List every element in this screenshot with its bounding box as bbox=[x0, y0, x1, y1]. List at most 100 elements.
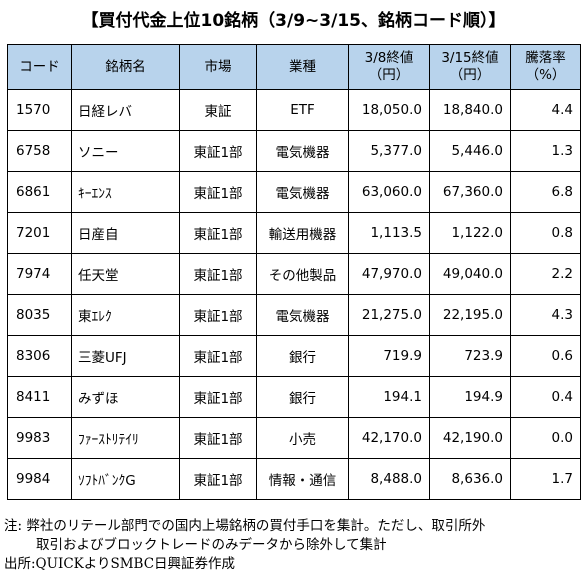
header-change-label: 騰落率 bbox=[525, 50, 566, 66]
cell-market: 東証1部 bbox=[179, 376, 257, 418]
cell-price1: 8,488.0 bbox=[348, 458, 430, 500]
cell-price1: 21,275.0 bbox=[348, 294, 430, 336]
cell-change: 0.6 bbox=[510, 335, 581, 377]
cell-price2: 67,360.0 bbox=[429, 171, 511, 213]
table-row: 8306 三菱UFJ 東証1部 銀行 719.9 723.9 0.6 bbox=[7, 335, 581, 377]
cell-market: 東証1部 bbox=[179, 212, 257, 254]
header-close-0308-unit: （円） bbox=[368, 67, 410, 83]
cell-change: 4.3 bbox=[510, 294, 581, 336]
cell-price2: 22,195.0 bbox=[429, 294, 511, 336]
cell-price1: 719.9 bbox=[348, 335, 430, 377]
cell-name: 日産自 bbox=[71, 212, 180, 254]
cell-price1: 63,060.0 bbox=[348, 171, 430, 213]
cell-change: 4.4 bbox=[510, 89, 581, 131]
source-line: 出所:QUICKよりSMBC日興証券作成 bbox=[4, 556, 236, 572]
cell-sector: その他製品 bbox=[256, 253, 349, 295]
cell-sector: 輸送用機器 bbox=[256, 212, 349, 254]
table-row: 7974 任天堂 東証1部 その他製品 47,970.0 49,040.0 2.2 bbox=[7, 253, 581, 295]
cell-sector: 銀行 bbox=[256, 335, 349, 377]
header-code: コード bbox=[7, 44, 72, 90]
cell-market: 東証1部 bbox=[179, 294, 257, 336]
cell-change: 1.7 bbox=[510, 458, 581, 500]
cell-sector: 電気機器 bbox=[256, 171, 349, 213]
cell-name: 東ｴﾚｸ bbox=[71, 294, 180, 336]
cell-change: 0.0 bbox=[510, 417, 581, 459]
note-line-2: 取引およびブロックトレードのみデータから除外して集計 bbox=[36, 537, 387, 553]
cell-code: 9984 bbox=[7, 458, 72, 500]
cell-market: 東証1部 bbox=[179, 130, 257, 172]
cell-name: ｷｰｴﾝｽ bbox=[71, 171, 180, 213]
cell-price1: 194.1 bbox=[348, 376, 430, 418]
cell-code: 8306 bbox=[7, 335, 72, 377]
cell-price2: 8,636.0 bbox=[429, 458, 511, 500]
cell-price1: 42,170.0 bbox=[348, 417, 430, 459]
header-name: 銘柄名 bbox=[71, 44, 180, 90]
header-close-0315: 3/15終値 （円） bbox=[429, 44, 511, 90]
table-header: コード 銘柄名 市場 業種 3/8終値 （円） 3/15終値 （円） 騰落率 （… bbox=[7, 44, 581, 90]
cell-change: 1.3 bbox=[510, 130, 581, 172]
cell-change: 2.2 bbox=[510, 253, 581, 295]
cell-price1: 1,113.5 bbox=[348, 212, 430, 254]
cell-market: 東証1部 bbox=[179, 458, 257, 500]
cell-market: 東証 bbox=[179, 89, 257, 131]
cell-name: 三菱UFJ bbox=[71, 335, 180, 377]
cell-price2: 18,840.0 bbox=[429, 89, 511, 131]
cell-price2: 42,190.0 bbox=[429, 417, 511, 459]
cell-price2: 5,446.0 bbox=[429, 130, 511, 172]
header-close-0308-label: 3/8終値 bbox=[364, 50, 414, 66]
table-row: 9984 ｿﾌﾄﾊﾞﾝｸG 東証1部 情報・通信 8,488.0 8,636.0 1.7 bbox=[7, 458, 581, 500]
header-change: 騰落率 （%） bbox=[510, 44, 581, 90]
cell-code: 7974 bbox=[7, 253, 72, 295]
footnotes: 注: 弊社のリテール部門での国内上場銘柄の買付手口を集計。ただし、取引所外 取引… bbox=[4, 517, 485, 574]
cell-market: 東証1部 bbox=[179, 171, 257, 213]
cell-code: 6758 bbox=[7, 130, 72, 172]
header-close-0308: 3/8終値 （円） bbox=[348, 44, 430, 90]
cell-name: ﾌｧｰｽﾄﾘﾃｲﾘ bbox=[71, 417, 180, 459]
table-row: 6861 ｷｰｴﾝｽ 東証1部 電気機器 63,060.0 67,360.0 6.8 bbox=[7, 171, 581, 213]
cell-change: 0.8 bbox=[510, 212, 581, 254]
cell-name: ｿﾌﾄﾊﾞﾝｸG bbox=[71, 458, 180, 500]
cell-sector: 電気機器 bbox=[256, 294, 349, 336]
table-row: 8035 東ｴﾚｸ 東証1部 電気機器 21,275.0 22,195.0 4.3 bbox=[7, 294, 581, 336]
page-title: 【買付代金上位10銘柄（3/9~3/15、銘柄コード順）】 bbox=[81, 11, 506, 31]
cell-sector: ETF bbox=[256, 89, 349, 131]
cell-code: 9983 bbox=[7, 417, 72, 459]
cell-sector: 小売 bbox=[256, 417, 349, 459]
cell-price2: 723.9 bbox=[429, 335, 511, 377]
cell-market: 東証1部 bbox=[179, 253, 257, 295]
header-close-0315-unit: （円） bbox=[449, 67, 491, 83]
table-row: 1570 日経レバ 東証 ETF 18,050.0 18,840.0 4.4 bbox=[7, 89, 581, 131]
cell-price2: 1,122.0 bbox=[429, 212, 511, 254]
cell-code: 8411 bbox=[7, 376, 72, 418]
cell-change: 6.8 bbox=[510, 171, 581, 213]
cell-name: 日経レバ bbox=[71, 89, 180, 131]
header-sector: 業種 bbox=[256, 44, 349, 90]
cell-code: 7201 bbox=[7, 212, 72, 254]
cell-sector: 電気機器 bbox=[256, 130, 349, 172]
cell-market: 東証1部 bbox=[179, 335, 257, 377]
cell-code: 1570 bbox=[7, 89, 72, 131]
cell-price1: 18,050.0 bbox=[348, 89, 430, 131]
cell-market: 東証1部 bbox=[179, 417, 257, 459]
cell-code: 8035 bbox=[7, 294, 72, 336]
cell-code: 6861 bbox=[7, 171, 72, 213]
cell-sector: 銀行 bbox=[256, 376, 349, 418]
note-line-1: 注: 弊社のリテール部門での国内上場銘柄の買付手口を集計。ただし、取引所外 bbox=[4, 518, 486, 534]
table-row: 9983 ﾌｧｰｽﾄﾘﾃｲﾘ 東証1部 小売 42,170.0 42,190.0 0.0 bbox=[7, 417, 581, 459]
cell-price1: 47,970.0 bbox=[348, 253, 430, 295]
cell-name: みずほ bbox=[71, 376, 180, 418]
cell-change: 0.4 bbox=[510, 376, 581, 418]
cell-price2: 194.9 bbox=[429, 376, 511, 418]
table-row: 7201 日産自 東証1部 輸送用機器 1,113.5 1,122.0 0.8 bbox=[7, 212, 581, 254]
table-body: 1570 日経レバ 東証 ETF 18,050.0 18,840.0 4.4 6758 ソニー東… bbox=[7, 89, 581, 500]
cell-name: ソニー bbox=[71, 130, 180, 172]
cell-price2: 49,040.0 bbox=[429, 253, 511, 295]
table-row: 6758 ソニー 東証1部 電気機器 5,377.0 5,446.0 1.3 bbox=[7, 130, 581, 172]
header-market: 市場 bbox=[179, 44, 257, 90]
top10-stocks-table: コード 銘柄名 市場 業種 3/8終値 （円） 3/15終値 （円） 騰落率 （… bbox=[7, 44, 581, 500]
cell-name: 任天堂 bbox=[71, 253, 180, 295]
cell-price1: 5,377.0 bbox=[348, 130, 430, 172]
header-change-unit: （%） bbox=[525, 67, 566, 83]
header-close-0315-label: 3/15終値 bbox=[441, 50, 499, 66]
table-row: 8411 みずほ 東証1部 銀行 194.1 194.9 0.4 bbox=[7, 376, 581, 418]
